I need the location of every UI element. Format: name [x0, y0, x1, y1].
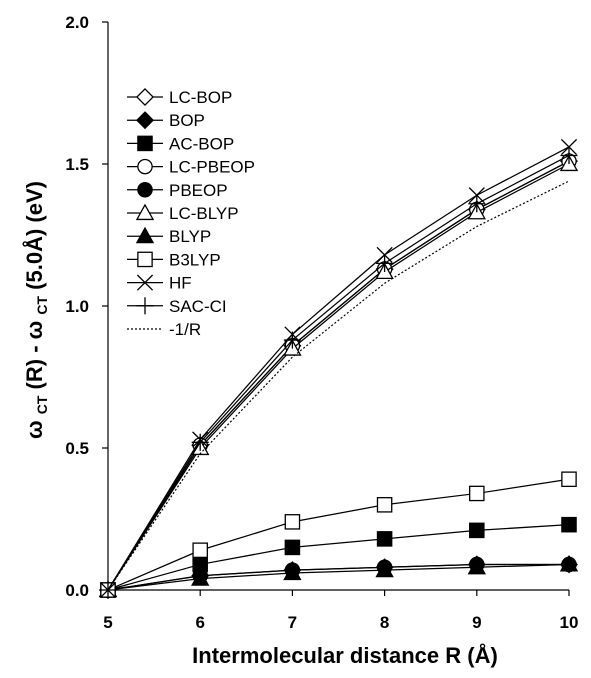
data-point: [469, 522, 485, 539]
legend-marker: [136, 274, 154, 291]
data-point: [376, 254, 394, 272]
legend: LC-BOP BOP AC-BOP LC-PBEOP PBEOP LC-BLYP BLYP B…: [127, 88, 255, 339]
legend-label: LC-BOP: [169, 88, 232, 107]
legend-label: SAC-CI: [169, 297, 227, 316]
data-point: [561, 471, 577, 488]
y-axis-title-subscript-1: CT: [34, 395, 50, 414]
data-point: [560, 146, 578, 165]
legend-marker: [137, 182, 153, 198]
data-point: [284, 514, 301, 530]
series-line: [107, 180, 570, 591]
y-tick-label: 0.0: [65, 581, 89, 600]
y-tick-label: 2.0: [65, 13, 89, 32]
legend-label: LC-BLYP: [169, 204, 239, 223]
legend-item: LC-BLYP: [127, 203, 239, 223]
legend-marker: [135, 203, 155, 221]
x-tick-label: 5: [103, 613, 112, 632]
series-line: [107, 563, 570, 591]
legend-item: BLYP: [127, 226, 211, 246]
legend-item: LC-BOP: [127, 88, 232, 107]
x-axis-title: Intermolecular distance R (Å): [192, 642, 498, 668]
legend-item: PBEOP: [127, 181, 228, 200]
legend-label: LC-PBEOP: [169, 158, 255, 177]
legend-item: AC-BOP: [127, 134, 234, 153]
legend-label: BOP: [169, 111, 205, 130]
legend-item: BOP: [127, 111, 205, 130]
data-point: [376, 531, 393, 547]
legend-label: PBEOP: [169, 181, 228, 200]
legend-item: B3LYP: [127, 250, 221, 269]
x-tick-label: 10: [560, 613, 579, 632]
legend-label: BLYP: [169, 227, 211, 246]
legend-marker: [136, 88, 154, 106]
y-axis-title-base: ω: [22, 420, 47, 439]
series-1-r: [107, 180, 570, 591]
data-point: [191, 433, 209, 451]
legend-marker: [136, 297, 154, 315]
data-point: [469, 485, 485, 502]
series-line: [107, 563, 569, 591]
y-axis-title-subscript-2: CT: [34, 296, 50, 315]
legend-label: AC-BOP: [169, 134, 234, 153]
legend-marker: [137, 135, 153, 152]
legend-label: B3LYP: [169, 250, 221, 269]
series-line: [107, 154, 570, 591]
legend-item: -1/R: [127, 320, 201, 339]
x-tick-label: 7: [288, 613, 297, 632]
data-point: [191, 569, 210, 586]
legend-item: LC-PBEOP: [127, 158, 255, 177]
legend-marker: [137, 251, 153, 268]
y-axis-title-middle: (R) - ω: [22, 321, 47, 390]
data-point: [284, 539, 301, 556]
legend-marker: [137, 158, 153, 175]
series-line: [107, 163, 570, 591]
x-axis: 5 6 7 8 9 10: [103, 589, 579, 632]
legend-marker: [136, 111, 154, 130]
data-point: [467, 557, 486, 575]
data-point: [283, 563, 302, 581]
y-axis-title: ω CT (R) - ω CT (5.0Å) (eV): [21, 181, 52, 439]
series-line: [107, 524, 570, 591]
y-axis-title-tail: (5.0Å) (eV): [21, 181, 47, 290]
data-point: [375, 560, 394, 578]
legend-label: HF: [169, 274, 192, 293]
legend-label: -1/R: [169, 320, 201, 339]
data-point: [283, 331, 301, 349]
legend-item: SAC-CI: [127, 297, 227, 316]
series-line: [107, 160, 570, 591]
y-tick-label: 1.0: [65, 297, 89, 316]
legend-item: HF: [127, 274, 192, 293]
data-point: [561, 516, 577, 533]
y-axis: 0.0 0.5 1.0 1.5 2.0: [65, 13, 109, 600]
series-line: [107, 146, 570, 591]
y-tick-label: 0.5: [65, 439, 89, 458]
x-tick-label: 6: [195, 613, 204, 632]
data-point: [468, 195, 486, 213]
data-point: [192, 542, 208, 559]
legend-marker: [135, 226, 155, 244]
x-tick-label: 9: [472, 613, 481, 632]
data-point: [376, 497, 393, 513]
x-tick-label: 8: [380, 613, 389, 632]
data-series-group: [98, 138, 579, 599]
series-line: [107, 478, 570, 591]
y-tick-label: 1.5: [65, 155, 89, 174]
data-point: [559, 555, 579, 572]
